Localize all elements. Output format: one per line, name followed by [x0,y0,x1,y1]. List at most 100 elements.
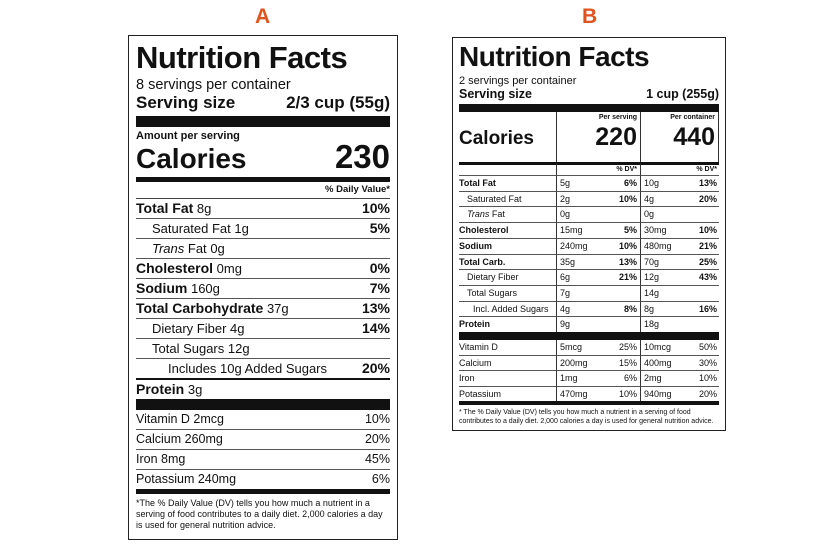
calories-label: Calories [136,143,247,174]
nutrient-serving-cell: 6g 21% [557,269,641,285]
amount: 9g [560,319,571,330]
divider-bar [459,401,719,406]
nutrient-name: Cholesterol [136,260,214,276]
calories-value: 230 [334,138,390,175]
nutrient-name-row: Trans Fat [459,206,557,223]
nutrient-container-cell: 12g 43% [641,269,719,285]
vitamin-serving-cell: 1mg 6% [557,370,641,386]
nutrient-name: Protein [136,381,185,397]
nutrient-name: Sodium [136,280,188,296]
nutrient-container-cell: 480mg 21% [641,237,719,254]
amount: 8g [644,303,655,314]
amount: 70g [644,256,660,267]
nutrient-amount: 12g [227,341,250,356]
vitamin-name: Iron 8mg [136,452,186,466]
per-serving-label: Per serving [598,114,637,121]
amount: 4g [644,193,655,204]
nutrient-name: Fat [491,209,505,220]
vitamin-name: Calcium [459,354,557,371]
vitamin-name: Vitamin D [459,340,557,355]
nutrient-serving-cell: 35g 13% [557,253,641,270]
nutrition-label-a: Nutrition Facts 8 servings per container… [128,35,398,540]
amount: 2g [560,193,571,204]
amount: 7g [560,287,571,298]
vitamin-list: Vitamin D 2mcg 10% Calcium 260mg 20% Iro… [136,410,390,489]
dv: 10% [698,373,717,384]
nutrient-name: Total Sugars [152,341,225,356]
nutrient-name: Fat [187,241,207,256]
calories-per-serving: 220 [595,123,637,151]
amount: 0g [560,209,571,220]
amount: 30mg [644,225,667,236]
vitamin-container-cell: 2mg 10% [641,370,719,386]
dv: 16% [698,303,717,314]
nutrient-name: Saturated Fat [152,221,231,236]
amount-per-serving: Amount per serving [136,130,240,142]
amount: 15mg [560,225,583,236]
vitamin-name: Calcium 260mg [136,432,223,446]
nutrient-serving-cell: 2g 10% [557,190,641,207]
vitamin-serving-cell: 200mg 15% [557,354,641,371]
nutrient-amount: 37g [266,301,289,316]
nutrient-amount: 1g [234,221,249,236]
dv: 13% [618,256,637,267]
nutrient-dv: 20% [361,360,390,376]
nutrient-amount: 8g [196,201,212,216]
nutrient-name: Total Carbohydrate [136,300,264,316]
amount: 1mg [560,373,578,384]
nutrient-container-cell: 8g 16% [641,300,719,317]
vitamin-row: Calcium 260mg 20% [136,429,390,449]
amount: 35g [560,256,576,267]
vitamin-dv: 6% [371,472,390,486]
nutrient-serving-cell: 7g [557,284,641,301]
vitamin-serving-cell: 5mcg 25% [557,340,641,355]
nutrition-label-b: Nutrition Facts 2 servings per container… [452,37,726,431]
serving-size-label: Serving size [459,87,532,101]
amount: 6g [560,272,571,283]
nutrient-amount: 3g [187,382,203,397]
nutrient-name: Total Carb. [459,253,557,270]
serving-size-value: 2/3 cup (55g) [286,93,390,112]
nutrient-container-cell: 18g [641,316,719,332]
dv: 21% [618,272,637,283]
nutrient-row-saturated-fat: Saturated Fat 1g 5% [136,218,390,238]
dv: 20% [698,388,717,399]
nutrient-container-cell: 70g 25% [641,253,719,270]
nutrient-name: Dietary Fiber [152,321,227,336]
dv: 6% [623,373,637,384]
nutrient-row-dietary-fiber: Dietary Fiber 4g 14% [136,318,390,338]
nutrient-amount: 0g [210,241,225,256]
per-serving-column-header: Per serving 220 [557,112,641,162]
nutrient-list: Total Fat 8g 10% Saturated Fat 1g 5% Tra… [136,199,390,399]
nutrient-dv: 10% [361,200,390,216]
nutrient-row-total-carbohydrate: Total Carbohydrate 37g 13% [136,298,390,318]
nutrient-row-cholesterol: Cholesterol 0mg 0% [136,258,390,278]
per-container-column-header: Per container 440 [641,112,719,162]
amount: 470mg [560,388,588,399]
amount: 940mg [644,388,672,399]
nutrient-dv: 14% [361,320,390,336]
vitamin-container-cell: 400mg 30% [641,354,719,371]
nutrient-serving-cell: 4g 8% [557,300,641,317]
nutrient-serving-cell: 240mg 10% [557,237,641,254]
dv-header-serving: % DV* [557,162,641,175]
nutrient-dv: 13% [361,300,390,316]
vitamin-serving-cell: 470mg 10% [557,385,641,402]
dv: 10% [618,388,637,399]
nutrient-row-trans-fat: Trans Fat 0g [136,238,390,258]
nutrient-serving-cell: 5g 6% [557,175,641,191]
dv: 30% [698,357,717,368]
amount: 14g [644,287,660,298]
dv: 10% [618,240,637,251]
nutrient-name: Total Fat [459,175,557,191]
dv: 13% [698,178,717,188]
nutrient-serving-cell: 15mg 5% [557,222,641,238]
dv: 10% [618,193,637,204]
dv-header-container: % DV* [641,162,719,175]
serving-size-value: 1 cup (255g) [646,87,719,101]
vitamin-name: Potassium [459,385,557,402]
amount: 200mg [560,357,588,368]
serving-size-row: Serving size 2/3 cup (55g) [136,93,390,113]
amount: 12g [644,272,660,283]
amount: 10g [644,178,660,188]
